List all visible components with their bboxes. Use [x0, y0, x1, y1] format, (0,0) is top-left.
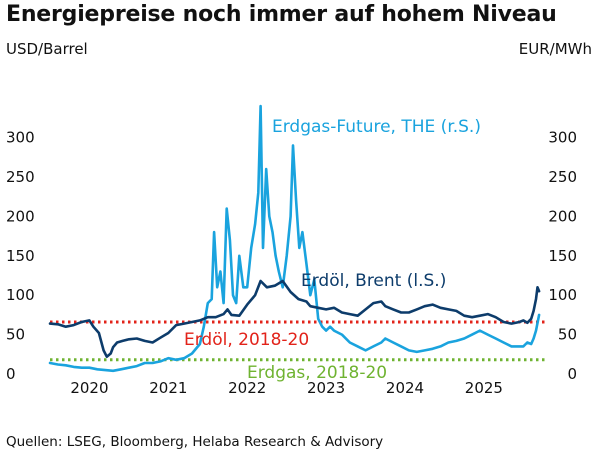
- chart-title: Energiepreise noch immer auf hohem Nivea…: [6, 2, 557, 27]
- source-note: Quellen: LSEG, Bloomberg, Helaba Researc…: [6, 434, 384, 450]
- left-tick-label: 0: [6, 365, 16, 383]
- gas-line: [48, 104, 541, 373]
- right-tick-label: 100: [548, 286, 577, 304]
- right-axis-unit: EUR/MWh: [518, 40, 592, 58]
- x-tick-label: 2024: [386, 379, 424, 397]
- x-tick-label: 2023: [307, 379, 345, 397]
- gas-reference-label: Erdgas, 2018-20: [247, 363, 387, 383]
- gas-series-label: Erdgas-Future, THE (r.S.): [272, 117, 481, 137]
- reference-lines: [50, 320, 547, 362]
- brent-line: [48, 279, 541, 359]
- left-tick-label: 200: [6, 207, 35, 225]
- right-tick-label: 250: [548, 168, 577, 186]
- brent-series-label: Erdöl, Brent (l.S.): [301, 271, 446, 291]
- right-tick-label: 300: [548, 129, 577, 147]
- left-axis-unit: USD/Barrel: [6, 40, 88, 58]
- right-tick-label: 0: [567, 365, 577, 383]
- brent-reference-label: Erdöl, 2018-20: [184, 330, 309, 350]
- x-tick-label: 2021: [149, 379, 187, 397]
- left-tick-label: 150: [6, 247, 35, 265]
- left-axis-ticks: 0 50 100 150 200 250 300: [6, 129, 35, 383]
- series-lines: [48, 104, 541, 373]
- right-tick-label: 150: [548, 247, 577, 265]
- x-axis-ticks: 2020 2021 2022 2023 2024 2025: [70, 379, 503, 397]
- right-tick-label: 50: [558, 326, 577, 344]
- x-tick-label: 2025: [465, 379, 503, 397]
- series-labels: Erdgas-Future, THE (r.S.) Erdöl, Brent (l…: [184, 117, 481, 383]
- right-tick-label: 200: [548, 207, 577, 225]
- left-tick-label: 300: [6, 129, 35, 147]
- x-tick-label: 2022: [228, 379, 266, 397]
- left-tick-label: 250: [6, 168, 35, 186]
- x-tick-label: 2020: [70, 379, 108, 397]
- right-axis-ticks: 0 50 100 150 200 250 300: [548, 129, 577, 383]
- left-tick-label: 100: [6, 286, 35, 304]
- left-tick-label: 50: [6, 326, 25, 344]
